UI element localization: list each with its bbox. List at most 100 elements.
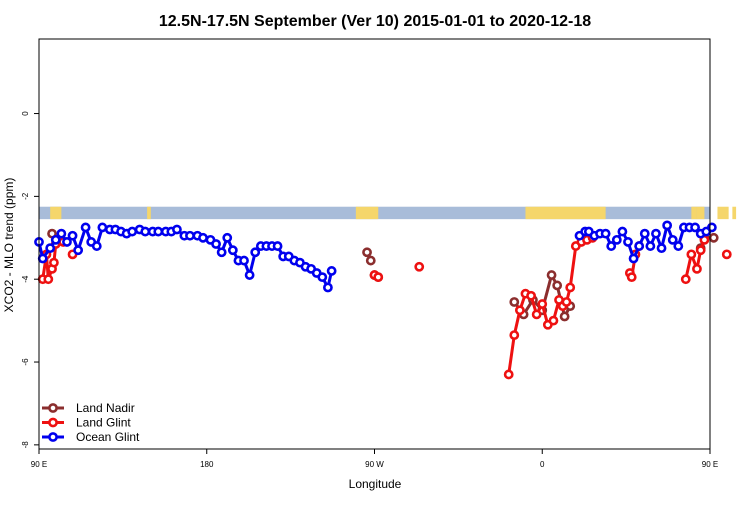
- data-point-1-4-12: [565, 282, 576, 293]
- data-point-1-6-3: [695, 245, 706, 256]
- data-point-0-3-0: [509, 297, 520, 307]
- data-point-0-1-1: [365, 255, 376, 266]
- data-point-2-0-7: [73, 245, 84, 256]
- land-band-segment-4: [691, 206, 697, 220]
- data-point-2-0-11: [97, 222, 108, 233]
- data-point-2-1-16: [662, 220, 673, 231]
- data-point-2-0-48: [317, 272, 328, 283]
- data-point-0-1-0: [362, 247, 372, 258]
- legend-entry-2: Ocean Glint: [42, 430, 140, 444]
- data-point-2-0-2: [45, 243, 56, 254]
- y-tick-label-1: -2: [21, 192, 30, 200]
- data-point-2-0-10: [91, 241, 102, 251]
- series-layer: [34, 220, 732, 380]
- legend-label-0: Land Nadir: [76, 401, 135, 415]
- land-band-segment-2: [355, 206, 379, 220]
- series-land-nadir: [47, 228, 719, 322]
- data-point-2-0-25: [185, 230, 195, 241]
- data-point-2-1-8: [617, 226, 628, 237]
- y-axis-label: XCO2 - MLO trend (ppm): [2, 178, 16, 313]
- x-tick-label-0: 90 E: [31, 460, 47, 469]
- data-point-1-0-4: [49, 257, 59, 268]
- data-point-1-5-1: [626, 272, 637, 283]
- land-sea-band: [39, 206, 737, 220]
- data-point-2-0-31: [222, 232, 233, 243]
- data-point-2-1-24: [706, 222, 717, 233]
- data-point-2-0-40: [272, 241, 283, 251]
- land-band-segment-0: [50, 206, 62, 220]
- data-point-1-4-4: [526, 290, 536, 301]
- data-point-2-0-18: [140, 226, 151, 237]
- data-point-1-4-2: [514, 305, 525, 316]
- y-tick-label-2: -4: [21, 275, 30, 283]
- data-point-2-1-17: [667, 234, 678, 245]
- series-land-glint: [37, 232, 732, 380]
- data-point-2-0-4: [56, 228, 67, 239]
- data-point-2-0-16: [127, 226, 138, 237]
- land-band-segment-1: [147, 206, 151, 220]
- data-point-1-6-2: [692, 263, 702, 274]
- data-point-0-3-5: [552, 280, 563, 291]
- y-tick-label-0: 0: [21, 111, 30, 116]
- legend-entry-1: Land Glint: [42, 416, 131, 430]
- legend-label-1: Land Glint: [76, 416, 131, 430]
- y-tick-label-3: -6: [21, 358, 30, 366]
- data-point-2-0-8: [80, 222, 91, 233]
- data-point-2-0-36: [250, 247, 261, 258]
- data-point-0-3-6: [559, 311, 570, 322]
- land-band-segment-3: [525, 206, 606, 220]
- data-point-1-4-8: [548, 315, 559, 326]
- legend-marker-2: [48, 432, 58, 442]
- data-point-2-1-9: [623, 237, 633, 247]
- data-point-1-4-6: [537, 299, 548, 309]
- y-tick-label-4: -8: [21, 441, 30, 449]
- data-point-2-0-1: [37, 253, 48, 264]
- data-point-1-0-2: [43, 274, 54, 285]
- data-point-1-6-1: [686, 249, 697, 260]
- data-point-2-0-23: [172, 224, 182, 235]
- data-point-2-0-27: [198, 232, 208, 243]
- data-point-2-1-5: [600, 228, 611, 239]
- data-point-2-0-30: [216, 247, 227, 258]
- data-point-2-0-5: [62, 237, 72, 247]
- data-point-2-0-29: [211, 239, 221, 249]
- x-tick-label-3: 0: [540, 460, 545, 469]
- axes: 90 E 180 90 W 0 90 E 0 -2 -4 -6 -8: [21, 38, 718, 469]
- data-point-2-1-7: [611, 234, 622, 245]
- data-point-1-7-0: [721, 249, 732, 260]
- legend-marker-0: [48, 403, 58, 413]
- chart-title: 12.5N-17.5N September (Ver 10) 2015-01-0…: [159, 13, 591, 30]
- x-axis-label: Longitude: [349, 477, 402, 491]
- data-point-2-1-10: [628, 253, 639, 264]
- data-point-2-0-6: [67, 230, 78, 241]
- data-point-2-1-15: [656, 243, 667, 254]
- data-point-2-0-35: [244, 270, 255, 280]
- legend-marker-1: [48, 417, 58, 428]
- data-point-0-5-0: [708, 232, 719, 243]
- data-point-2-1-12: [639, 228, 650, 239]
- data-point-1-4-0: [503, 369, 514, 380]
- x-tick-label-2: 90 W: [365, 460, 384, 469]
- data-point-1-2-1: [373, 272, 384, 283]
- data-point-2-1-11: [634, 241, 645, 251]
- land-band-segment-7: [732, 206, 737, 220]
- series-ocean-glint: [34, 220, 717, 293]
- data-point-2-0-32: [227, 245, 238, 256]
- data-point-1-3-0: [414, 261, 425, 272]
- data-point-1-4-5: [531, 309, 542, 320]
- data-point-2-1-21: [690, 222, 700, 233]
- data-point-2-0-50: [326, 266, 337, 276]
- data-point-1-4-1: [509, 330, 520, 341]
- x-tick-label-1: 180: [200, 460, 214, 469]
- data-point-2-0-20: [153, 226, 164, 237]
- data-point-2-1-14: [651, 228, 661, 239]
- data-point-2-0-34: [239, 255, 249, 266]
- legend-entry-0: Land Nadir: [42, 401, 135, 415]
- data-point-2-1-13: [645, 241, 656, 251]
- data-point-2-0-49: [323, 282, 333, 293]
- legend-label-2: Ocean Glint: [76, 430, 140, 444]
- data-point-2-1-6: [606, 241, 617, 251]
